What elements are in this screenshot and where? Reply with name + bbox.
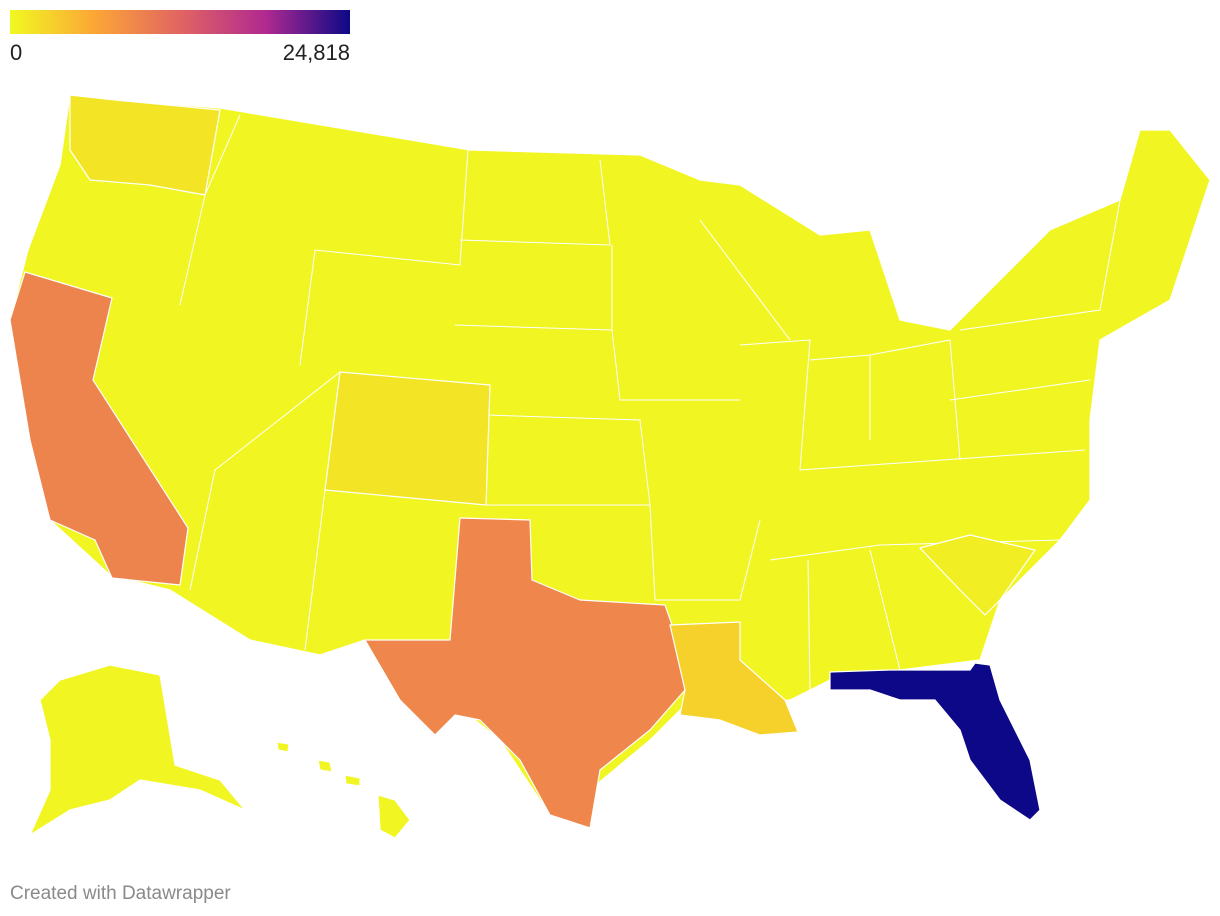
region xyxy=(829,662,1041,821)
region xyxy=(69,94,221,196)
legend-min: 0 xyxy=(10,40,22,65)
footer: Created with Datawrapper xyxy=(10,883,231,904)
region xyxy=(669,621,799,736)
region xyxy=(276,741,290,753)
region xyxy=(29,664,246,836)
legend-gradient xyxy=(10,10,350,34)
legend-max: 24,818 xyxy=(283,40,350,65)
region xyxy=(9,271,189,586)
region xyxy=(344,774,361,787)
state-borders xyxy=(179,114,1121,691)
region xyxy=(364,517,686,829)
region xyxy=(317,759,333,773)
region xyxy=(377,794,411,839)
region xyxy=(919,534,1036,616)
region xyxy=(324,371,491,506)
